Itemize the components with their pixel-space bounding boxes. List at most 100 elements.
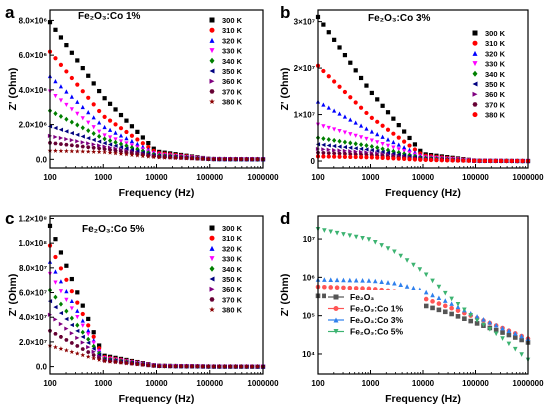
- data-point: [184, 363, 189, 369]
- data-point: [69, 322, 74, 328]
- data-point: [385, 110, 391, 115]
- series-4: [315, 122, 531, 164]
- data-point: [118, 112, 124, 118]
- panel-d: d 100 1000 10000 100000 1000000 10⁴ 10⁵ 10⁶ 10⁷ Fr…: [275, 206, 550, 412]
- data-point: [337, 154, 342, 159]
- data-point: [86, 73, 91, 78]
- data-point: [69, 315, 74, 321]
- data-point: [348, 154, 353, 160]
- data-point: [91, 340, 96, 345]
- data-point: [107, 101, 113, 106]
- y-tick-label: 10⁴: [302, 350, 315, 359]
- data-point: [80, 318, 85, 323]
- x-tick-label: 10000: [145, 173, 168, 182]
- data-point: [97, 343, 102, 348]
- data-point: [75, 82, 80, 87]
- data-point: [430, 305, 435, 311]
- legend-label: Fe₂O₃:Co 5%: [350, 327, 403, 337]
- y-tick-label: 0.0: [36, 363, 48, 372]
- data-point: [227, 156, 233, 162]
- data-point: [369, 90, 374, 96]
- data-point: [342, 89, 348, 95]
- series-group: [47, 223, 266, 370]
- data-point: [63, 347, 69, 353]
- data-point: [58, 310, 64, 316]
- data-point: [342, 148, 348, 153]
- data-point: [80, 116, 85, 121]
- data-point: [366, 286, 372, 292]
- legend-label: Fe₂O₃:Co 3%: [350, 315, 403, 325]
- data-point: [86, 136, 91, 141]
- data-point: [189, 363, 195, 369]
- data-point: [113, 107, 118, 112]
- data-point: [358, 105, 364, 110]
- data-point: [358, 75, 364, 81]
- data-point: [244, 364, 250, 369]
- data-point: [107, 138, 113, 144]
- data-point: [102, 141, 107, 146]
- data-point: [385, 137, 391, 142]
- data-point: [337, 128, 342, 134]
- data-point: [80, 104, 85, 110]
- legend-marker: [209, 48, 215, 54]
- legend-marker: [209, 37, 215, 43]
- data-point: [91, 130, 96, 137]
- data-point: [64, 297, 69, 302]
- data-point: [80, 329, 85, 335]
- x-tick-label: 1000000: [247, 173, 279, 182]
- data-point: [328, 285, 334, 290]
- data-point: [358, 142, 364, 148]
- data-point: [91, 142, 96, 147]
- series-group: [47, 20, 266, 162]
- data-point: [75, 132, 80, 137]
- data-point: [442, 298, 448, 303]
- data-point: [69, 94, 74, 99]
- data-point: [86, 332, 91, 337]
- data-point: [69, 306, 74, 311]
- data-point: [118, 139, 124, 144]
- data-point: [337, 45, 342, 50]
- data-point: [466, 158, 471, 163]
- data-point: [380, 149, 385, 154]
- data-point: [107, 148, 113, 152]
- data-point: [342, 154, 348, 159]
- data-point: [332, 154, 337, 159]
- data-point: [450, 158, 455, 163]
- x-tick-label: 1000: [94, 379, 112, 388]
- data-point: [134, 361, 140, 367]
- data-point: [402, 149, 407, 154]
- data-point: [96, 357, 102, 362]
- data-point: [407, 143, 412, 148]
- data-point: [493, 331, 499, 337]
- data-point: [216, 364, 222, 369]
- data-point: [238, 156, 244, 162]
- data-point: [69, 107, 74, 112]
- legend-marker: [209, 17, 215, 23]
- data-point: [102, 149, 108, 155]
- data-point: [337, 111, 342, 116]
- data-point: [86, 128, 91, 134]
- data-point: [173, 363, 179, 369]
- data-point: [322, 284, 327, 290]
- data-point: [64, 263, 69, 268]
- x-tick-label: 100: [311, 379, 325, 388]
- data-point: [455, 158, 461, 163]
- data-point: [391, 145, 396, 150]
- data-point: [58, 346, 64, 351]
- data-point: [58, 301, 64, 307]
- legend-label: 330 K: [485, 60, 506, 69]
- data-point: [326, 30, 331, 35]
- data-point: [474, 318, 480, 323]
- legend-marker: [472, 70, 478, 77]
- data-point: [64, 316, 69, 322]
- data-point: [369, 143, 374, 149]
- legend-marker: [472, 102, 478, 107]
- data-point: [69, 331, 74, 336]
- data-point: [102, 133, 107, 138]
- legend: Fe₂O₃ Fe₂O₃:Co 1%Fe₂O₃:Co 3% Fe₂O₃:Co 5%: [326, 290, 424, 340]
- data-point: [326, 154, 331, 159]
- data-point: [326, 143, 331, 148]
- x-tick-label: 10000: [145, 379, 168, 388]
- data-point: [200, 156, 206, 161]
- legend-label: Fe₂O₃:Co 1%: [350, 304, 403, 314]
